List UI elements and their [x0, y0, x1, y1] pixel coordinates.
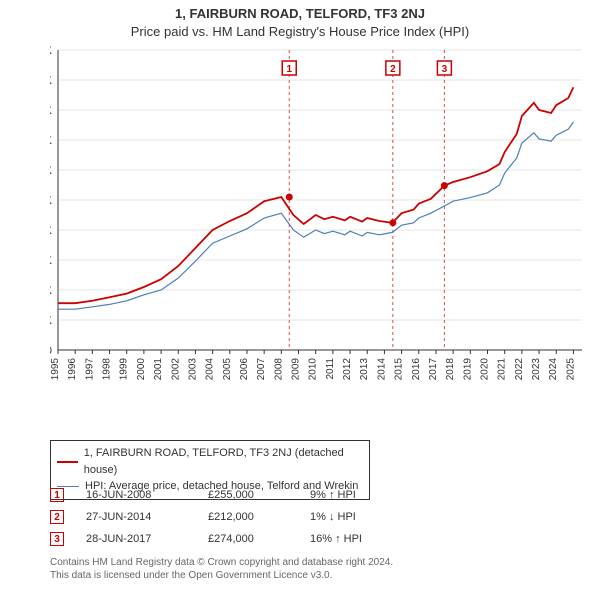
svg-text:2025: 2025 — [565, 358, 576, 381]
svg-text:2006: 2006 — [239, 358, 250, 381]
chart-page: 1, FAIRBURN ROAD, TELFORD, TF3 2NJ Price… — [0, 0, 600, 590]
sales-table: 1 16-JUN-2008 £255,000 9% ↑ HPI 2 27-JUN-2014… — [50, 484, 550, 550]
page-title: 1, FAIRBURN ROAD, TELFORD, TF3 2NJ — [0, 6, 600, 21]
svg-text:2: 2 — [390, 64, 396, 75]
sale-date: 16-JUN-2008 — [86, 489, 186, 501]
svg-text:1997: 1997 — [84, 358, 95, 381]
svg-text:2014: 2014 — [376, 358, 387, 381]
price-chart: £0 £50K £100K £150K £200K £250K £300K £350K £400… — [50, 45, 590, 395]
svg-text:£50K: £50K — [50, 315, 53, 327]
svg-text:2023: 2023 — [531, 358, 542, 381]
svg-text:2008: 2008 — [273, 358, 284, 381]
svg-text:£250K: £250K — [50, 195, 53, 207]
svg-text:2016: 2016 — [411, 358, 422, 381]
svg-text:2024: 2024 — [548, 358, 559, 381]
svg-text:2022: 2022 — [514, 358, 525, 381]
sale-diff: 9% ↑ HPI — [310, 489, 450, 501]
svg-text:2003: 2003 — [187, 358, 198, 381]
sale-marker: 1 — [50, 488, 64, 502]
svg-text:2017: 2017 — [428, 358, 439, 381]
svg-text:2007: 2007 — [256, 358, 267, 381]
svg-text:2015: 2015 — [394, 358, 405, 381]
sale-diff: 16% ↑ HPI — [310, 533, 450, 545]
svg-text:1: 1 — [286, 64, 292, 75]
svg-text:2005: 2005 — [222, 358, 233, 381]
svg-text:2012: 2012 — [342, 358, 353, 381]
svg-text:£350K: £350K — [50, 135, 53, 147]
sale-row: 1 16-JUN-2008 £255,000 9% ↑ HPI — [50, 484, 550, 506]
sale-price: £212,000 — [208, 511, 288, 523]
sale-marker: 3 — [50, 532, 64, 546]
svg-text:2000: 2000 — [136, 358, 147, 381]
svg-text:2004: 2004 — [205, 358, 216, 381]
svg-text:2009: 2009 — [291, 358, 302, 381]
sale-diff: 1% ↓ HPI — [310, 511, 450, 523]
svg-text:2013: 2013 — [359, 358, 370, 381]
sale-price: £255,000 — [208, 489, 288, 501]
svg-text:£400K: £400K — [50, 105, 53, 117]
svg-text:2020: 2020 — [480, 358, 491, 381]
svg-text:£450K: £450K — [50, 75, 53, 87]
svg-text:£0: £0 — [50, 345, 52, 357]
sale-row: 3 28-JUN-2017 £274,000 16% ↑ HPI — [50, 528, 550, 550]
svg-text:2001: 2001 — [153, 358, 164, 381]
footer-line-2: This data is licensed under the Open Gov… — [50, 569, 393, 582]
svg-text:£200K: £200K — [50, 225, 53, 237]
svg-text:1995: 1995 — [50, 358, 61, 381]
svg-text:£150K: £150K — [50, 255, 53, 267]
footer-line-1: Contains HM Land Registry data © Crown c… — [50, 556, 393, 569]
svg-text:2019: 2019 — [462, 358, 473, 381]
arrow-up-icon: ↑ — [335, 533, 341, 545]
legend-swatch — [57, 461, 78, 463]
svg-text:2002: 2002 — [170, 358, 181, 381]
sale-date: 28-JUN-2017 — [86, 533, 186, 545]
chart-svg: £0 £50K £100K £150K £200K £250K £300K £350K £400… — [50, 45, 590, 395]
arrow-up-icon: ↑ — [329, 489, 335, 501]
legend-label: 1, FAIRBURN ROAD, TELFORD, TF3 2NJ (deta… — [84, 445, 363, 478]
svg-text:2011: 2011 — [325, 358, 336, 380]
sale-row: 2 27-JUN-2014 £212,000 1% ↓ HPI — [50, 506, 550, 528]
svg-text:2021: 2021 — [497, 358, 508, 381]
sale-date: 27-JUN-2014 — [86, 511, 186, 523]
arrow-down-icon: ↓ — [329, 511, 335, 523]
footer-attribution: Contains HM Land Registry data © Crown c… — [50, 556, 393, 582]
sale-marker: 2 — [50, 510, 64, 524]
svg-text:£100K: £100K — [50, 285, 53, 297]
legend-item: 1, FAIRBURN ROAD, TELFORD, TF3 2NJ (deta… — [57, 445, 363, 478]
svg-text:1998: 1998 — [102, 358, 113, 381]
svg-text:1999: 1999 — [119, 358, 130, 381]
svg-text:1996: 1996 — [67, 358, 78, 381]
svg-text:2010: 2010 — [308, 358, 319, 381]
page-subtitle: Price paid vs. HM Land Registry's House … — [0, 24, 600, 39]
svg-text:3: 3 — [442, 64, 448, 75]
svg-text:£500K: £500K — [50, 45, 53, 57]
svg-text:£300K: £300K — [50, 165, 53, 177]
svg-text:2018: 2018 — [445, 358, 456, 381]
sale-price: £274,000 — [208, 533, 288, 545]
